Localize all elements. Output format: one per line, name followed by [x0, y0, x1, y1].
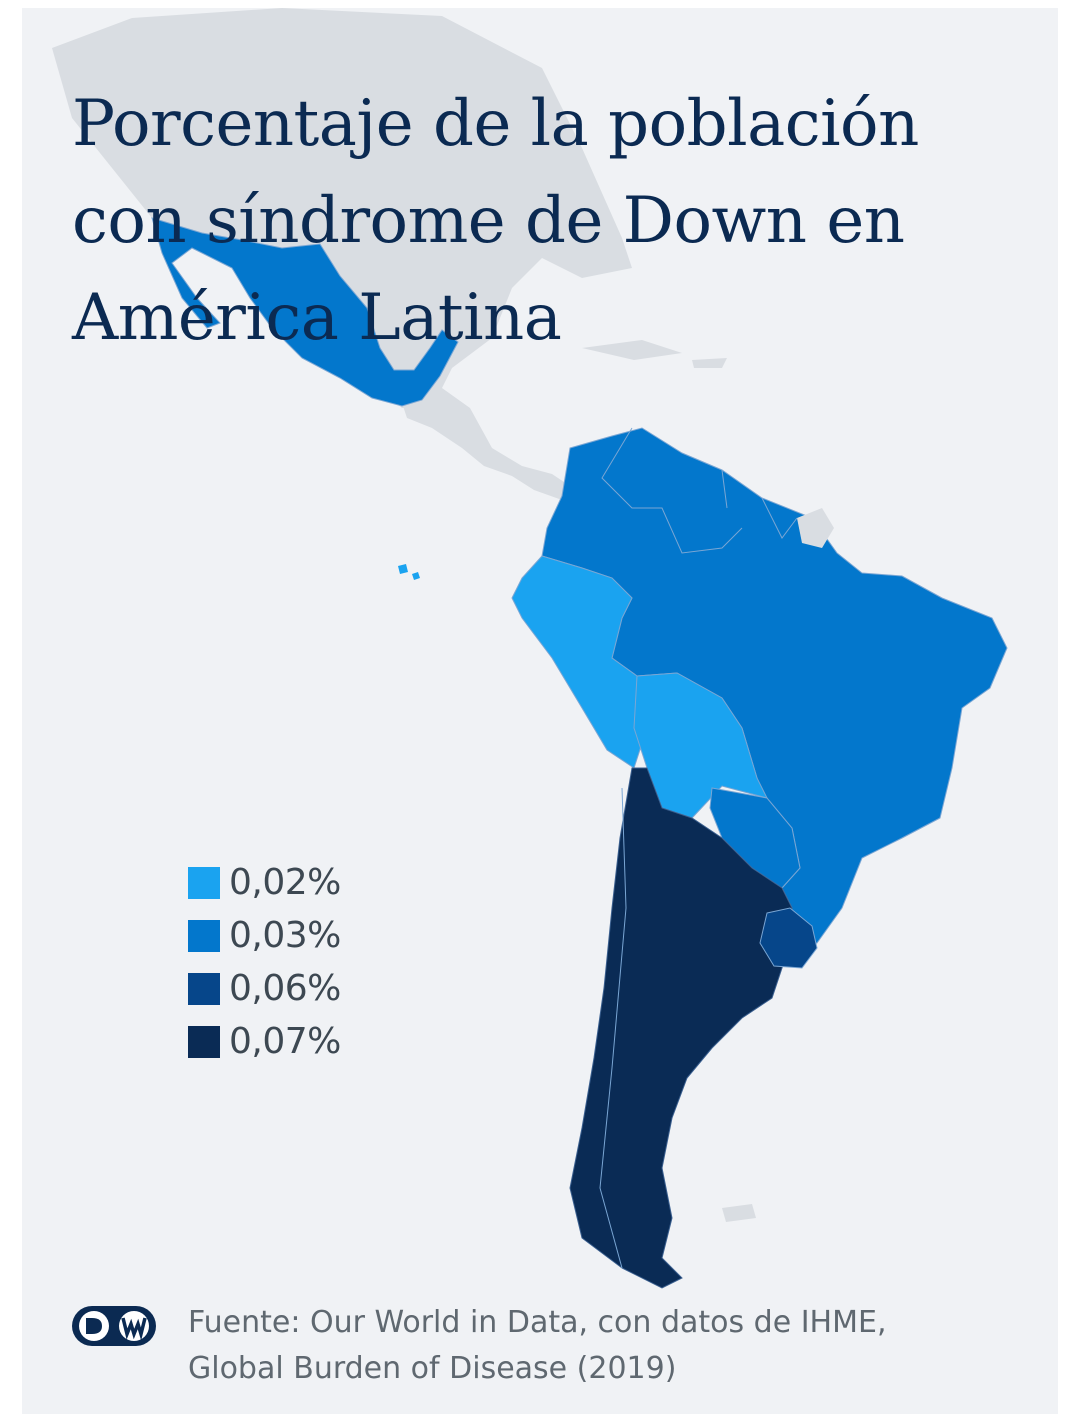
legend-label: 0,02% [229, 862, 341, 903]
legend-label: 0,06% [229, 968, 341, 1009]
falkland-islands [722, 1204, 756, 1222]
map-card: Porcentaje de la población con síndrome … [22, 8, 1058, 1414]
legend-item-0-03: 0,03% [188, 909, 341, 962]
legend-swatch [188, 919, 220, 952]
map [52, 8, 1008, 1289]
country-borders [599, 427, 798, 1269]
map-title: Porcentaje de la población con síndrome … [72, 87, 919, 355]
caribbean-islands [582, 340, 727, 368]
north-america-land [52, 8, 632, 408]
legend-label: 0,07% [229, 1021, 341, 1062]
region-bolivia [633, 672, 768, 819]
legend: 0,02% 0,03% 0,06% 0,07% [188, 856, 341, 1068]
legend-item-0-06: 0,06% [188, 962, 341, 1015]
legend-label: 0,03% [229, 915, 341, 956]
legend-swatch [188, 866, 220, 899]
region-galapagos [398, 564, 420, 580]
legend-item-0-02: 0,02% [188, 856, 341, 909]
source-text: Fuente: Our World in Data, con datos de … [188, 1305, 887, 1386]
central-america-land [402, 388, 570, 500]
legend-item-0-07: 0,07% [188, 1015, 341, 1068]
legend-swatch [188, 1025, 220, 1058]
region-uruguay [759, 907, 818, 969]
legend-swatch [188, 972, 220, 1005]
footer: Fuente: Our World in Data, con datos de … [70, 1300, 988, 1392]
region-mexico [151, 217, 459, 407]
french-guiana [797, 508, 834, 548]
dw-logo-icon [72, 1306, 156, 1346]
